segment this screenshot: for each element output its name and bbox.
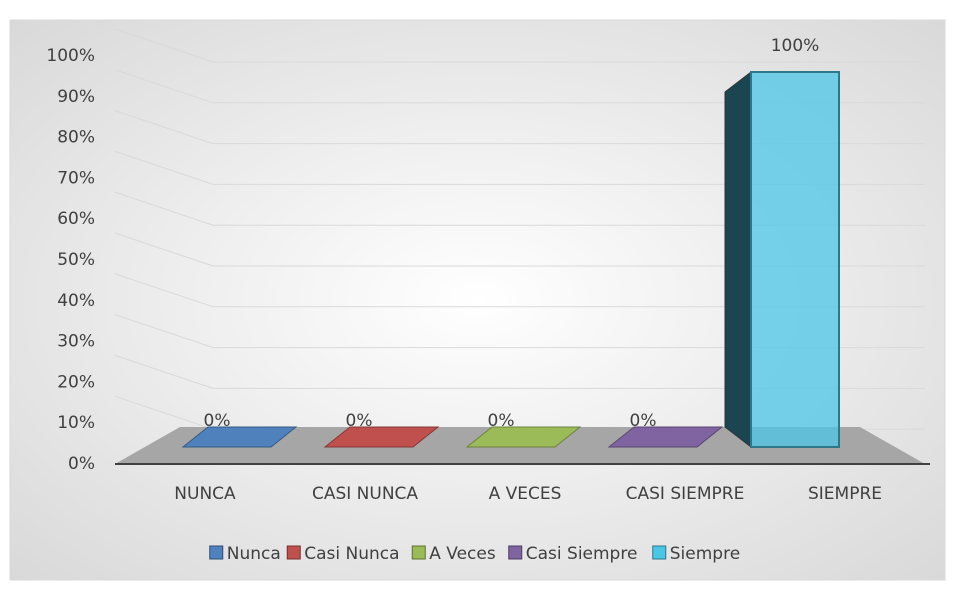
- grid-line: [114, 69, 925, 104]
- bar: [750, 71, 840, 448]
- data-label: 0%: [630, 411, 657, 431]
- y-tick-label: 0%: [68, 454, 95, 474]
- grid-line: [114, 354, 925, 389]
- y-tick-label: 50%: [57, 250, 95, 270]
- y-tick-label: 30%: [57, 332, 95, 352]
- x-tick-label: CASI NUNCA: [312, 484, 418, 504]
- x-tick-label: NUNCA: [174, 484, 236, 504]
- bar: [465, 426, 582, 448]
- grid-line: [114, 110, 925, 145]
- y-tick-label: 80%: [57, 128, 95, 148]
- data-label: 0%: [204, 411, 231, 431]
- y-tick-label: 40%: [57, 291, 95, 311]
- grid-line: [114, 28, 925, 63]
- grid-line: [114, 273, 925, 308]
- x-tick-label: CASI SIEMPRE: [626, 484, 745, 504]
- legend-label: A Veces: [429, 544, 496, 564]
- y-tick-label: 60%: [57, 209, 95, 229]
- y-tick-label: 100%: [46, 46, 95, 66]
- legend-label: Siempre: [670, 544, 740, 564]
- y-tick-label: 10%: [57, 413, 95, 433]
- bar: [607, 426, 724, 448]
- bar-side: [724, 70, 752, 449]
- grid-line: [114, 150, 925, 185]
- grid-line: [114, 314, 925, 349]
- legend-label: Nunca: [227, 544, 281, 564]
- legend-label: Casi Nunca: [304, 544, 399, 564]
- data-label: 0%: [488, 411, 515, 431]
- bar: [181, 426, 298, 448]
- grid-line: [114, 232, 925, 267]
- data-label: 100%: [771, 36, 820, 56]
- y-tick-label: 90%: [57, 87, 95, 107]
- legend-label: Casi Siempre: [526, 544, 638, 564]
- y-tick-label: 20%: [57, 372, 95, 392]
- legend-swatch: [286, 545, 301, 560]
- x-tick-label: SIEMPRE: [808, 484, 882, 504]
- data-label: 0%: [346, 411, 373, 431]
- bar: [323, 426, 440, 448]
- y-tick-label: 70%: [57, 168, 95, 188]
- grid-line: [114, 191, 925, 226]
- legend-swatch: [508, 545, 523, 560]
- legend-swatch: [652, 545, 667, 560]
- legend-swatch: [209, 545, 224, 560]
- x-tick-label: A VECES: [489, 484, 562, 504]
- legend-swatch: [411, 545, 426, 560]
